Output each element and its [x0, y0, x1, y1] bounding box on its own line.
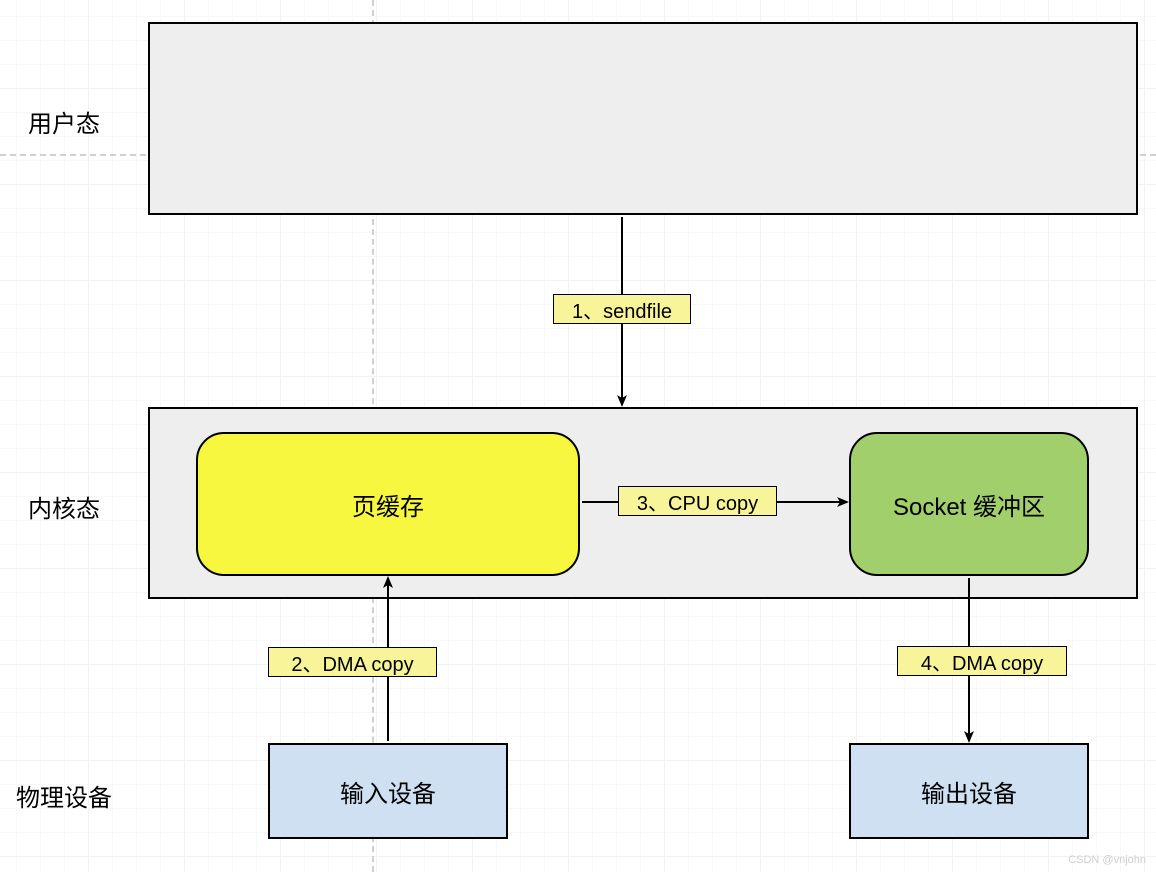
input-device-node: 输入设备 — [268, 743, 508, 839]
edge-label-dma-out-text: 4、DMA copy — [921, 647, 1043, 676]
socket-buffer-node: Socket 缓冲区 — [849, 432, 1089, 576]
edge-label-cpu-copy-text: 3、CPU copy — [637, 487, 758, 516]
page-cache-node: 页缓存 — [196, 432, 580, 576]
edge-label-dma-out: 4、DMA copy — [897, 646, 1067, 676]
label-physical-device: 物理设备 — [16, 778, 112, 813]
edge-label-sendfile: 1、sendfile — [553, 294, 691, 324]
socket-buffer-label: Socket 缓冲区 — [893, 487, 1045, 522]
input-device-label: 输入设备 — [340, 774, 436, 809]
label-user-mode: 用户态 — [28, 104, 100, 139]
output-device-node: 输出设备 — [849, 743, 1089, 839]
edge-label-dma-in-text: 2、DMA copy — [291, 648, 413, 677]
edge-label-cpu-copy: 3、CPU copy — [618, 486, 777, 516]
label-kernel-mode: 内核态 — [28, 489, 100, 524]
edge-label-sendfile-text: 1、sendfile — [572, 295, 672, 324]
output-device-label: 输出设备 — [921, 774, 1017, 809]
user-mode-container — [148, 22, 1138, 215]
watermark-text: CSDN @vnjohn — [1068, 854, 1146, 866]
edge-label-dma-in: 2、DMA copy — [268, 647, 437, 677]
page-cache-label: 页缓存 — [352, 487, 424, 522]
